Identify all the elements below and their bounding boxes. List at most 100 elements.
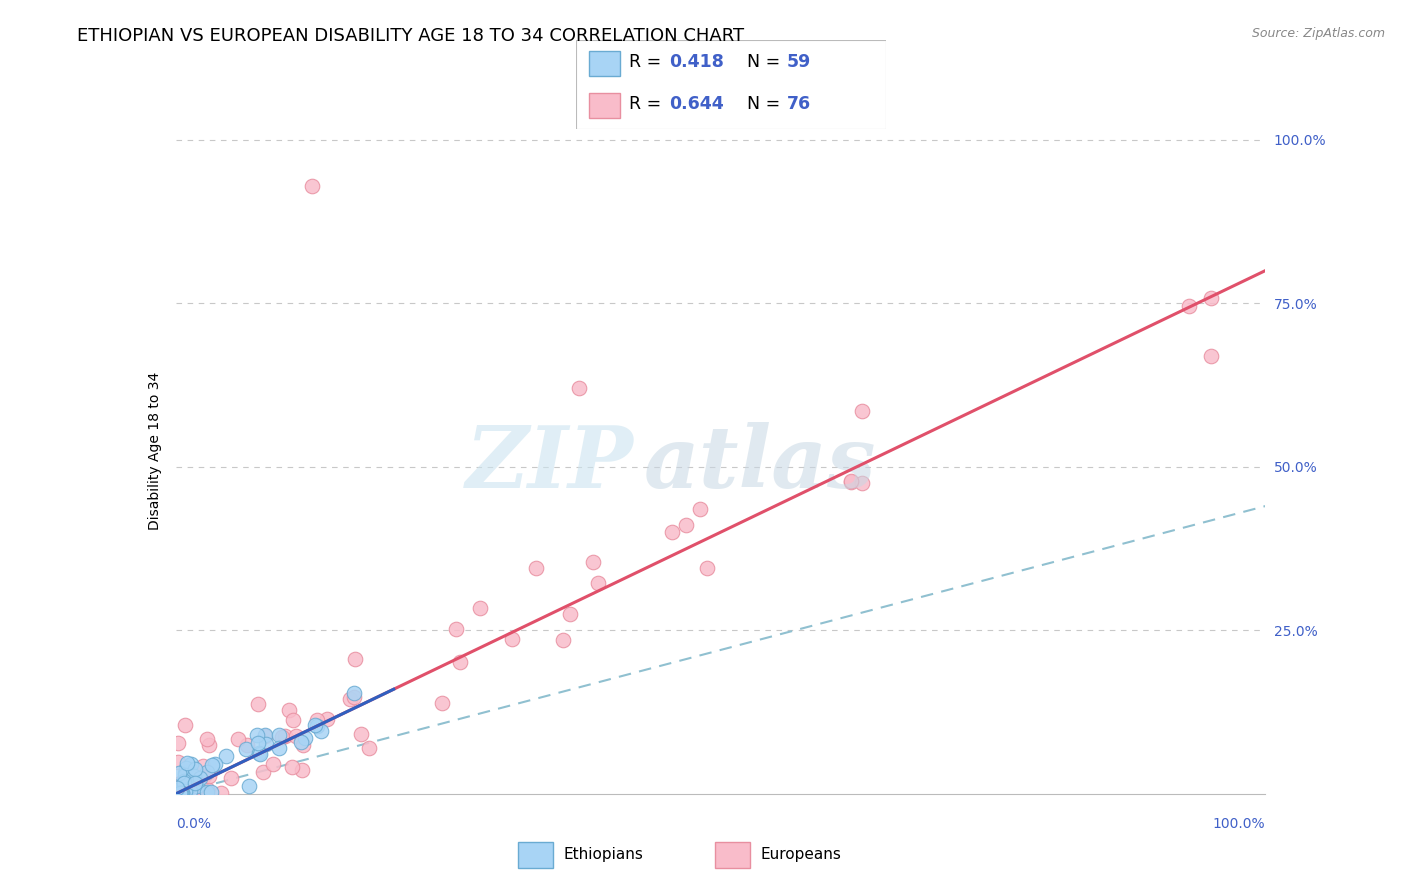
Point xyxy=(184,775,207,789)
Point xyxy=(170,786,193,800)
Point xyxy=(197,738,219,752)
Text: 76: 76 xyxy=(787,95,811,113)
Point xyxy=(246,736,269,750)
Point xyxy=(236,738,259,752)
Point xyxy=(449,655,471,669)
Point xyxy=(166,784,188,798)
Point xyxy=(851,475,873,490)
Text: 0.418: 0.418 xyxy=(669,53,724,70)
Point xyxy=(167,736,190,750)
Point xyxy=(172,775,194,789)
Point xyxy=(195,785,218,799)
Point xyxy=(501,632,523,647)
Point xyxy=(214,749,236,764)
Point xyxy=(582,555,605,569)
Point xyxy=(350,727,373,741)
Point xyxy=(558,607,581,622)
Point xyxy=(167,786,190,800)
Point xyxy=(166,786,188,800)
Point xyxy=(281,713,304,727)
Point xyxy=(267,728,290,742)
Point xyxy=(304,718,326,732)
Point xyxy=(170,786,193,800)
Point xyxy=(167,786,190,800)
Point xyxy=(1178,299,1201,313)
Point xyxy=(568,381,591,395)
Point xyxy=(551,632,574,647)
Point xyxy=(343,690,366,705)
Point xyxy=(173,786,195,800)
Point xyxy=(209,786,232,800)
Point xyxy=(173,776,195,790)
Point xyxy=(444,622,467,636)
Point xyxy=(172,786,194,800)
Point xyxy=(188,772,211,786)
Point xyxy=(339,692,361,706)
Point xyxy=(851,403,873,417)
Text: Source: ZipAtlas.com: Source: ZipAtlas.com xyxy=(1251,27,1385,40)
Point xyxy=(184,762,207,776)
FancyBboxPatch shape xyxy=(589,93,620,118)
Text: ZIP: ZIP xyxy=(465,423,633,506)
Text: 0.644: 0.644 xyxy=(669,95,724,113)
Point xyxy=(254,728,277,742)
Point xyxy=(166,786,188,800)
Point xyxy=(166,786,188,800)
Text: 0.0%: 0.0% xyxy=(176,817,211,831)
Point xyxy=(343,686,366,700)
Text: 100.0%: 100.0% xyxy=(1213,817,1265,831)
Point xyxy=(430,696,453,710)
Point xyxy=(173,786,195,800)
Text: Europeans: Europeans xyxy=(761,847,841,862)
Point xyxy=(173,783,195,797)
Point xyxy=(269,741,291,756)
Point xyxy=(195,765,218,780)
Point xyxy=(307,713,329,727)
Point xyxy=(253,729,276,743)
Point xyxy=(174,786,197,800)
Point xyxy=(247,747,270,761)
Point xyxy=(176,756,198,770)
Point xyxy=(173,774,195,789)
Point xyxy=(661,524,683,539)
Point xyxy=(193,769,215,783)
Point xyxy=(200,785,222,799)
FancyBboxPatch shape xyxy=(714,842,751,868)
Point xyxy=(180,756,202,771)
Point xyxy=(292,738,315,752)
Point xyxy=(524,561,547,575)
Point xyxy=(174,786,197,800)
Point xyxy=(173,777,195,791)
Point xyxy=(180,786,202,800)
Point xyxy=(290,735,312,749)
Point xyxy=(277,703,299,717)
Point xyxy=(468,600,491,615)
Point xyxy=(166,781,188,796)
Point xyxy=(343,652,366,666)
Point xyxy=(588,576,610,591)
Point xyxy=(166,782,188,797)
Point xyxy=(181,776,204,790)
Point xyxy=(169,786,191,800)
Point xyxy=(201,758,224,772)
Text: ETHIOPIAN VS EUROPEAN DISABILITY AGE 18 TO 34 CORRELATION CHART: ETHIOPIAN VS EUROPEAN DISABILITY AGE 18 … xyxy=(77,27,744,45)
Point xyxy=(170,779,193,793)
Text: atlas: atlas xyxy=(644,423,877,506)
Point xyxy=(183,786,205,800)
Point xyxy=(191,758,214,772)
Point xyxy=(177,772,200,786)
Point xyxy=(281,760,304,774)
Point xyxy=(170,786,193,800)
Point xyxy=(841,474,863,488)
Point xyxy=(186,779,208,793)
Point xyxy=(204,757,226,772)
Point xyxy=(1199,349,1222,363)
Text: R =: R = xyxy=(628,53,666,70)
FancyBboxPatch shape xyxy=(517,842,554,868)
Point xyxy=(273,730,295,744)
Point xyxy=(173,786,195,800)
Point xyxy=(170,786,193,800)
Point xyxy=(291,763,314,777)
FancyBboxPatch shape xyxy=(576,40,886,129)
Point xyxy=(285,729,308,743)
